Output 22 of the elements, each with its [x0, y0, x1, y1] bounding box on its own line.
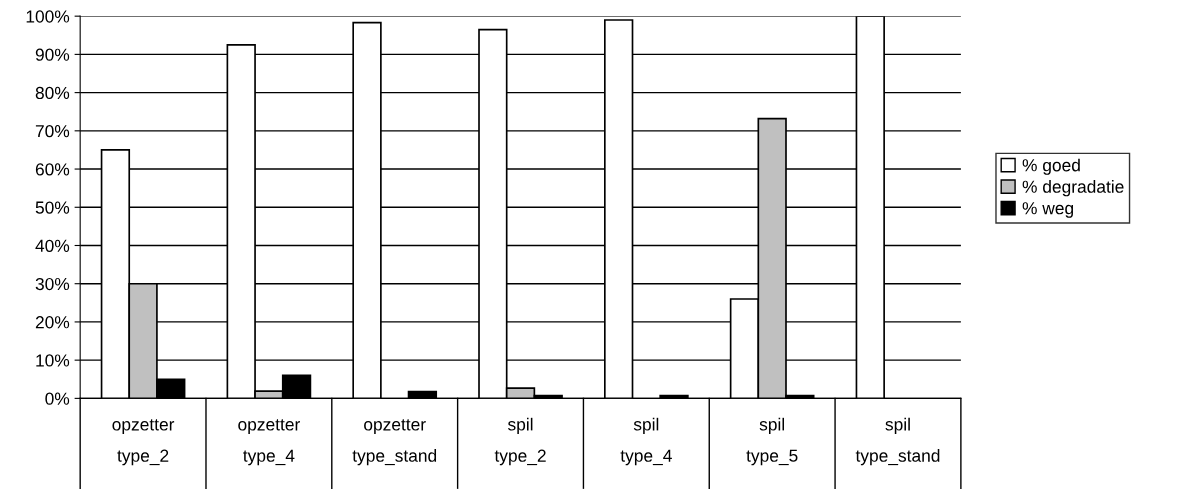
x-tick-label: opzetter type_stand: [352, 419, 437, 466]
x-tick-label: opzetter type_4: [238, 419, 300, 466]
y-tick-label: 80%: [35, 86, 70, 100]
y-tick-label: 100%: [26, 10, 70, 23]
y-tick-label: 70%: [35, 125, 70, 138]
y-tick-label: 60%: [35, 163, 70, 176]
x-tick-label: spil type_2: [494, 417, 546, 466]
x-tick-label: spil type_4: [620, 417, 672, 466]
y-tick-label: 50%: [35, 201, 70, 214]
y-tick-label: 30%: [35, 277, 70, 291]
y-tick-label: 40%: [35, 239, 70, 252]
x-tick-label: opzetter type_2: [112, 419, 175, 466]
y-tick-label: 10%: [36, 354, 70, 367]
y-tick-label: 0%: [45, 392, 70, 405]
x-tick-label: spil type_stand: [855, 417, 940, 466]
y-tick-label: 20%: [35, 316, 70, 329]
bar: [407, 390, 438, 399]
x-tick-label: spil type_5: [746, 417, 798, 466]
legend-label: % degradatie: [1022, 180, 1124, 197]
y-tick-label: 90%: [35, 48, 70, 61]
legend-label: % weg: [1022, 202, 1074, 218]
legend-label: % goed: [1022, 158, 1080, 175]
